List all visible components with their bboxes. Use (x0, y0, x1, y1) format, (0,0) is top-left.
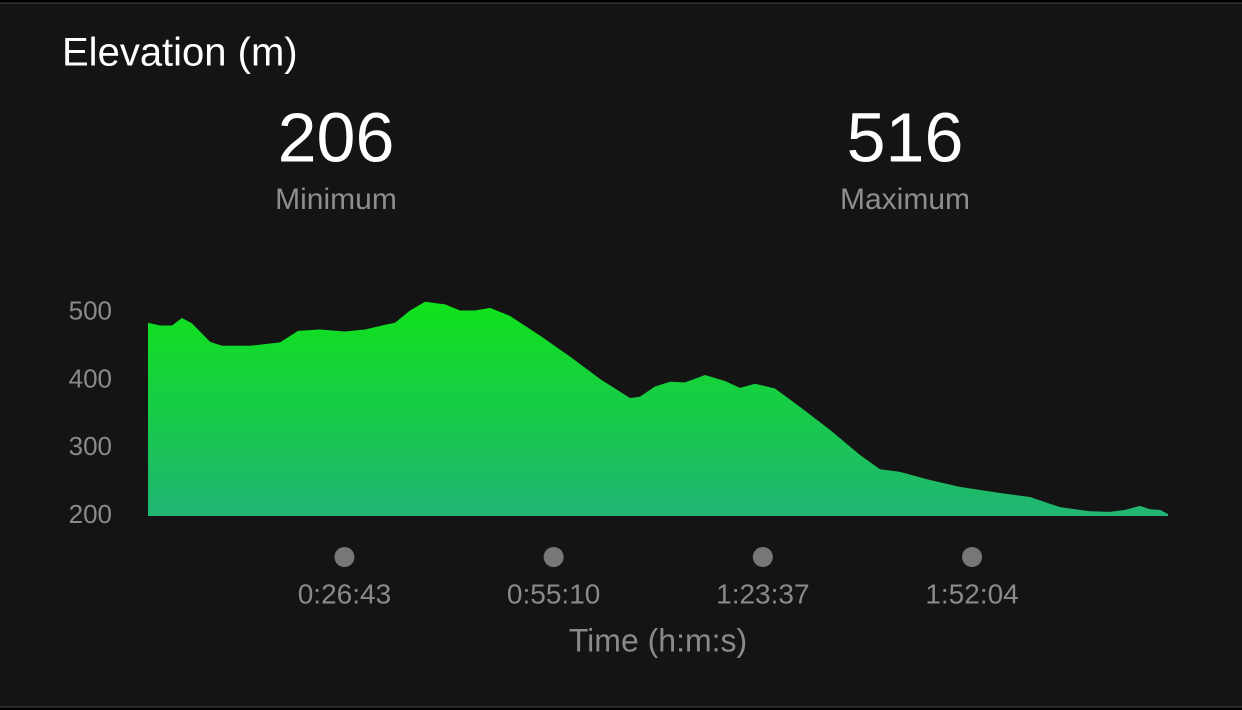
x-tick-dot (334, 547, 355, 567)
x-axis-title: Time (h:m:s) (569, 622, 747, 658)
x-tick-label: 0:26:43 (298, 578, 391, 609)
stat-label: Maximum (840, 183, 970, 216)
x-tick-label: 1:52:04 (925, 578, 1018, 609)
x-tick-label: 0:55:10 (507, 578, 600, 609)
area (148, 301, 1168, 516)
y-tick-label: 200 (69, 499, 112, 529)
y-tick-label: 300 (69, 431, 112, 461)
stat-value: 206 (278, 98, 395, 176)
x-tick-dot (962, 547, 983, 567)
y-tick-label: 500 (69, 295, 112, 325)
x-tick-label: 1:23:37 (716, 578, 809, 609)
x-tick-dot (752, 547, 773, 567)
x-tick-dot (543, 547, 564, 567)
stat-label: Minimum (275, 183, 397, 216)
y-tick-label: 400 (69, 363, 112, 393)
stat-value: 516 (847, 98, 964, 176)
chart-title: Elevation (m) (62, 31, 298, 75)
